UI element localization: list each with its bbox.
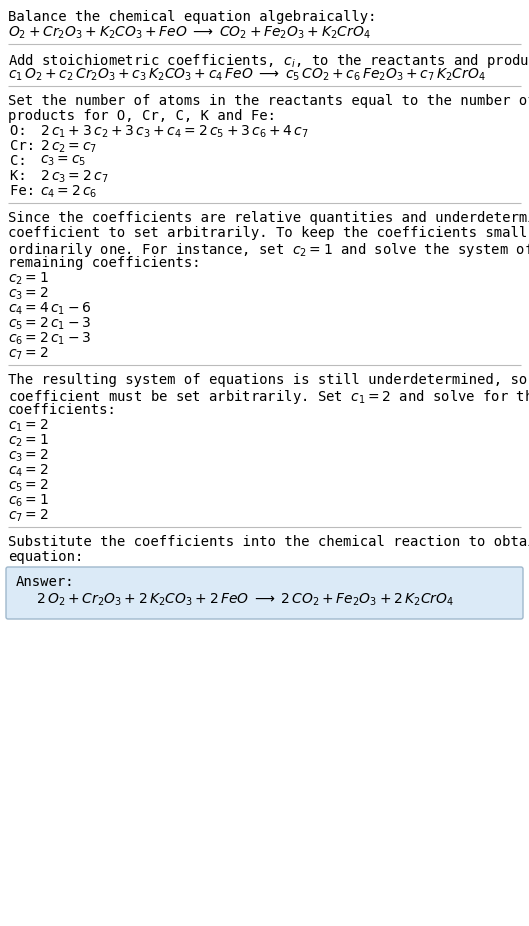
Text: The resulting system of equations is still underdetermined, so an additional: The resulting system of equations is sti… [8, 373, 529, 387]
Text: Cr:: Cr: [10, 139, 43, 153]
Text: Add stoichiometric coefficients, $c_i$, to the reactants and products:: Add stoichiometric coefficients, $c_i$, … [8, 52, 529, 70]
Text: $2\,c_1 + 3\,c_2 + 3\,c_3 + c_4 = 2\,c_5 + 3\,c_6 + 4\,c_7$: $2\,c_1 + 3\,c_2 + 3\,c_3 + c_4 = 2\,c_5… [40, 124, 309, 141]
Text: $c_1 = 2$: $c_1 = 2$ [8, 418, 49, 434]
Text: $c_6 = 2\,c_1 - 3$: $c_6 = 2\,c_1 - 3$ [8, 331, 91, 347]
FancyBboxPatch shape [6, 567, 523, 619]
Text: Answer:: Answer: [16, 575, 75, 589]
Text: $2\,c_2 = c_7$: $2\,c_2 = c_7$ [40, 139, 97, 156]
Text: $c_5 = 2$: $c_5 = 2$ [8, 478, 49, 494]
Text: Set the number of atoms in the reactants equal to the number of atoms in the: Set the number of atoms in the reactants… [8, 94, 529, 108]
Text: ordinarily one. For instance, set $c_2 = 1$ and solve the system of equations fo: ordinarily one. For instance, set $c_2 =… [8, 241, 529, 259]
Text: Fe:: Fe: [10, 184, 43, 198]
Text: coefficient to set arbitrarily. To keep the coefficients small, the arbitrary va: coefficient to set arbitrarily. To keep … [8, 226, 529, 240]
Text: Substitute the coefficients into the chemical reaction to obtain the balanced: Substitute the coefficients into the che… [8, 535, 529, 549]
Text: $c_3 = c_5$: $c_3 = c_5$ [40, 154, 86, 169]
Text: $c_6 = 1$: $c_6 = 1$ [8, 493, 49, 509]
Text: $c_4 = 2$: $c_4 = 2$ [8, 463, 49, 480]
Text: $c_7 = 2$: $c_7 = 2$ [8, 508, 49, 524]
Text: remaining coefficients:: remaining coefficients: [8, 256, 200, 270]
Text: $2\,c_3 = 2\,c_7$: $2\,c_3 = 2\,c_7$ [40, 169, 108, 185]
Text: $c_2 = 1$: $c_2 = 1$ [8, 271, 49, 287]
Text: O:: O: [10, 124, 35, 138]
Text: $c_2 = 1$: $c_2 = 1$ [8, 433, 49, 449]
Text: $c_7 = 2$: $c_7 = 2$ [8, 346, 49, 362]
Text: $c_3 = 2$: $c_3 = 2$ [8, 448, 49, 465]
Text: $c_4 = 4\,c_1 - 6$: $c_4 = 4\,c_1 - 6$ [8, 301, 92, 318]
Text: $c_4 = 2\,c_6$: $c_4 = 2\,c_6$ [40, 184, 97, 200]
Text: Balance the chemical equation algebraically:: Balance the chemical equation algebraica… [8, 10, 377, 24]
Text: coefficients:: coefficients: [8, 403, 117, 417]
Text: $O_2 + Cr_2O_3 + K_2CO_3 + FeO \;\longrightarrow\; CO_2 + Fe_2O_3 + K_2CrO_4$: $O_2 + Cr_2O_3 + K_2CO_3 + FeO \;\longri… [8, 25, 371, 42]
Text: $c_5 = 2\,c_1 - 3$: $c_5 = 2\,c_1 - 3$ [8, 316, 91, 332]
Text: products for O, Cr, C, K and Fe:: products for O, Cr, C, K and Fe: [8, 109, 276, 123]
Text: $2\,O_2 + Cr_2O_3 + 2\,K_2CO_3 + 2\,FeO \;\longrightarrow\; 2\,CO_2 + Fe_2O_3 + : $2\,O_2 + Cr_2O_3 + 2\,K_2CO_3 + 2\,FeO … [36, 592, 454, 608]
Text: C:: C: [10, 154, 35, 168]
Text: Since the coefficients are relative quantities and underdetermined, choose a: Since the coefficients are relative quan… [8, 211, 529, 225]
Text: $c_3 = 2$: $c_3 = 2$ [8, 286, 49, 303]
Text: equation:: equation: [8, 550, 84, 564]
Text: coefficient must be set arbitrarily. Set $c_1 = 2$ and solve for the remaining: coefficient must be set arbitrarily. Set… [8, 388, 529, 406]
Text: K:: K: [10, 169, 35, 183]
Text: $c_1\,O_2 + c_2\,Cr_2O_3 + c_3\,K_2CO_3 + c_4\,FeO \;\longrightarrow\; c_5\,CO_2: $c_1\,O_2 + c_2\,Cr_2O_3 + c_3\,K_2CO_3 … [8, 67, 486, 83]
